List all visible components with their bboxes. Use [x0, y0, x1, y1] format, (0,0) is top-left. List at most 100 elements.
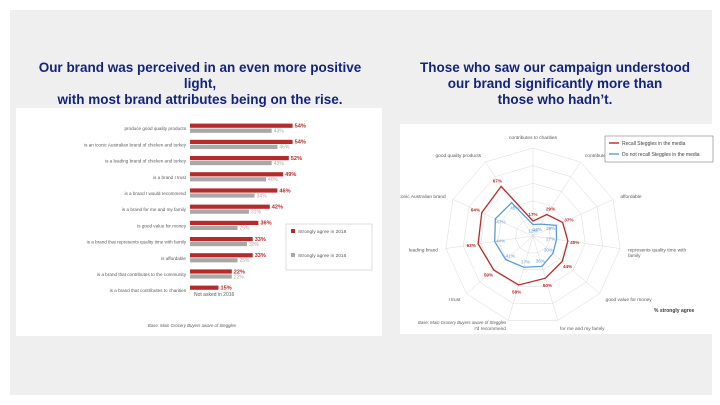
data-label: 46% — [279, 188, 290, 194]
left-headline-line: Our brand was perceived in an even more … — [38, 60, 362, 91]
radar-grid-ring — [515, 218, 551, 254]
radar-data-label: 29% — [546, 207, 555, 212]
radar-data-label: 41% — [506, 254, 515, 259]
bar-2018 — [190, 139, 293, 144]
category-label: is a brand that represents quality time … — [87, 240, 187, 245]
radar-axis-label: % strongly agree — [654, 308, 695, 314]
bar-2016 — [190, 177, 266, 182]
category-label: produce good quality products — [124, 126, 186, 131]
radar-spoke — [532, 199, 614, 237]
legend: Strongly agree in 2018 Strongly agree in … — [285, 223, 373, 271]
right-headline-line: Those who saw our campaign understood — [419, 60, 691, 75]
radar-spoke — [485, 161, 534, 237]
category-label: is a brand that contributes to charities — [110, 288, 187, 293]
category-label: is affordable — [161, 256, 186, 261]
data-label: 25% — [240, 226, 251, 232]
data-label: 22% — [234, 269, 245, 275]
data-label: 34% — [257, 193, 268, 199]
radar-spoke — [466, 235, 534, 294]
radar-category-label: affordable — [620, 194, 642, 200]
legend-label: Recall Steggles in the media — [622, 141, 686, 147]
bar-2016 — [190, 242, 247, 247]
data-label: 25% — [240, 258, 251, 264]
bar-2016 — [190, 225, 238, 230]
data-label: 43% — [274, 161, 285, 167]
left-headline: Our brand was perceived in an even more … — [30, 60, 370, 108]
radar-spoke — [445, 235, 534, 249]
radar-category-label: for me and my family — [560, 326, 605, 332]
not-asked-annotation: Not asked in 2016 — [194, 292, 235, 298]
radar-grid-ring — [497, 200, 569, 271]
bar-2018 — [190, 172, 284, 177]
radar-data-label: 37% — [564, 218, 573, 223]
radar-category-label-line: family — [628, 253, 641, 259]
radar-data-label: 64% — [471, 208, 480, 213]
radar-data-label: 58% — [512, 290, 521, 295]
radar-category-label: I trust — [448, 297, 461, 303]
radar-spoke — [452, 199, 534, 237]
category-label: is a brand that contributes to the commu… — [97, 272, 187, 277]
radar-series-recall — [477, 185, 569, 286]
data-label: 31% — [251, 210, 262, 216]
radar-data-label: 44% — [496, 239, 505, 244]
data-label: 54% — [295, 140, 306, 146]
radar-category-label: contributes to charities — [509, 135, 558, 141]
data-label: 30% — [249, 242, 260, 248]
radar-spoke — [507, 235, 534, 321]
radar-category-label: iconic Australian brand — [400, 194, 446, 200]
left-headline-line: with most brand attributes being on the … — [57, 92, 343, 107]
bar-2018 — [190, 156, 289, 161]
data-label: 43% — [274, 129, 285, 135]
legend-swatch — [291, 229, 295, 233]
radar-data-label: 63% — [467, 243, 476, 248]
bar-2018 — [190, 188, 278, 193]
radar-data-label: 13% — [528, 229, 537, 234]
radar-data-label: 44% — [563, 264, 572, 269]
data-label: 36% — [260, 221, 271, 227]
radar-category-label-line: represents quality time with — [628, 248, 686, 254]
radar-data-label: 29% — [546, 226, 555, 231]
category-label: is good value for money — [137, 223, 186, 228]
radar-category-label: I'd recommend — [474, 326, 506, 332]
slide: Our brand was perceived in an even more … — [10, 10, 720, 395]
radar-data-label: 67% — [493, 179, 502, 184]
radar-category-label: leading brand — [409, 248, 438, 254]
right-headline: Those who saw our campaign understood ou… — [400, 60, 710, 108]
data-label: 42% — [272, 205, 283, 211]
legend-box — [604, 135, 714, 163]
radar-data-label: 37% — [521, 259, 530, 264]
radar-series-no-recall — [494, 201, 558, 268]
bar-chart-panel: produce good quality products 54% 43% is an… — [16, 108, 382, 336]
category-label: is a leading brand of chicken and turkey — [105, 159, 187, 164]
bar-2016 — [190, 128, 272, 133]
radar-data-label: 27% — [546, 237, 555, 242]
radar-grid-ring — [445, 147, 621, 321]
radar-spoke — [532, 235, 621, 249]
legend-label: Strongly agree in 2016 — [298, 253, 347, 259]
radar-data-label: 30% — [544, 247, 553, 252]
bar-2016 — [190, 144, 278, 149]
bar-2018 — [190, 123, 293, 128]
bar-2018 — [190, 285, 219, 290]
category-label: is a brand I trust — [153, 175, 187, 180]
bar-2016 — [190, 161, 272, 166]
data-label: 52% — [291, 156, 302, 162]
radar-data-label: 36% — [536, 259, 545, 264]
legend-box — [285, 223, 373, 271]
legend-label: Strongly agree in 2018 — [298, 229, 347, 235]
bar-2018 — [190, 269, 232, 274]
bar-2018 — [190, 237, 253, 242]
data-label: 46% — [279, 145, 290, 151]
bar-2016 — [190, 209, 249, 214]
radar-legend: Recall Steggles in the media Do not recal… — [604, 135, 714, 163]
radar-data-label: 47% — [496, 219, 505, 224]
data-label: 54% — [295, 124, 306, 130]
radar-data-label: 40% — [570, 240, 579, 245]
radar-data-label: 45% — [510, 206, 519, 211]
base-note: Base: Main Grocery Buyers aware of Stegg… — [418, 320, 507, 325]
base-note: Base: Main Grocery Buyers aware of Stegg… — [148, 323, 237, 328]
bar-2018 — [190, 204, 270, 209]
radar-category-label: good quality products — [435, 153, 481, 159]
